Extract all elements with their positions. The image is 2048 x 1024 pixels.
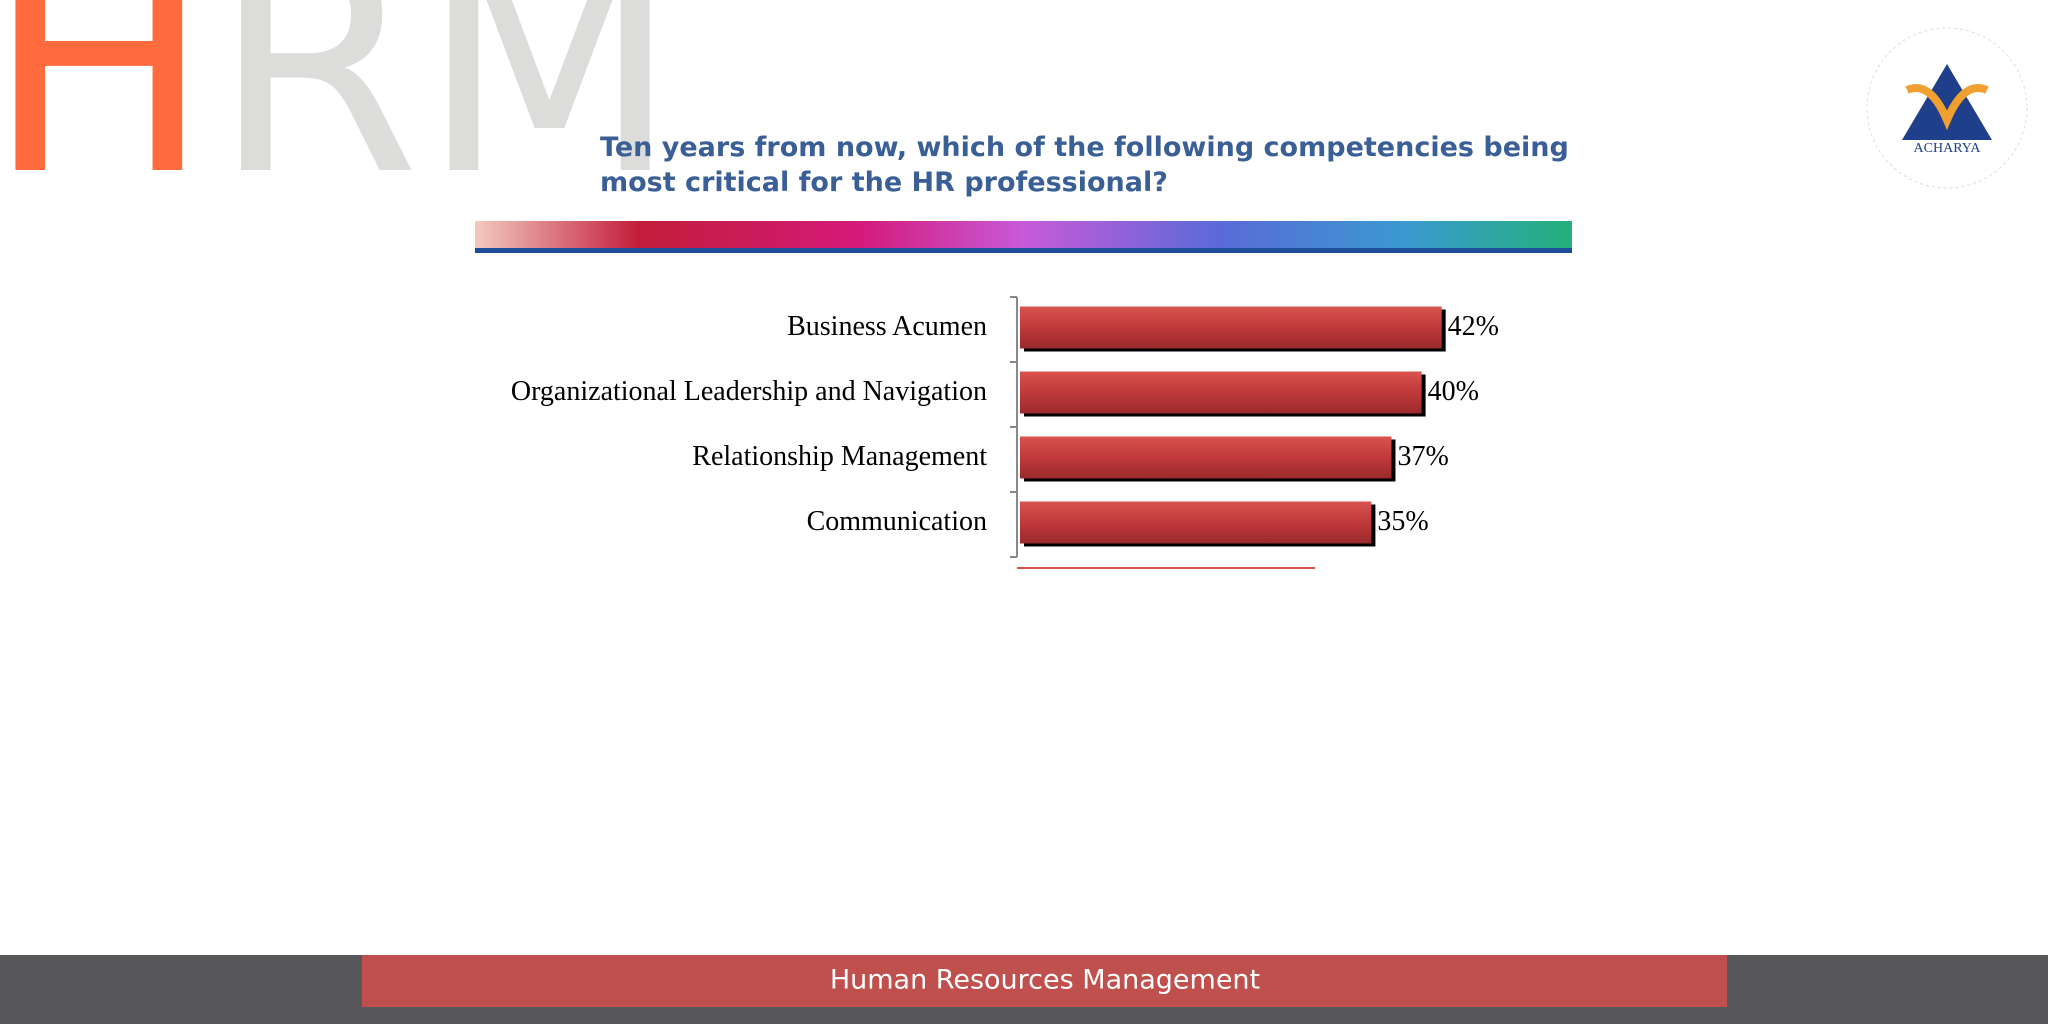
logo-rm: RM — [212, 0, 679, 241]
title-band — [475, 221, 1572, 248]
value-label: 35% — [1377, 506, 1428, 537]
value-label: 37% — [1397, 441, 1448, 472]
category-label: Business Acumen — [787, 311, 987, 342]
category-label: Organizational Leadership and Navigation — [511, 376, 987, 407]
brand-text: ACHARYA — [1914, 141, 1982, 156]
chart: Business Acumen 42% Organizational Leaders… — [511, 296, 1499, 569]
value-label: 40% — [1428, 376, 1479, 407]
hrm-logo: HRM — [0, 0, 679, 241]
category-label: Relationship Management — [692, 441, 987, 472]
footer-box — [362, 955, 1727, 1007]
chart-title: Ten years from now, which of the followi… — [600, 132, 1569, 198]
category-label: Communication — [807, 506, 987, 537]
footer-text: Human Resources Management — [830, 965, 1260, 996]
brand-triangle — [1902, 64, 1992, 140]
logo-h: H — [0, 0, 212, 241]
bar — [1020, 436, 1392, 479]
bar — [1020, 371, 1422, 414]
bar — [1020, 306, 1442, 349]
bar — [1020, 501, 1372, 544]
value-label: 42% — [1448, 311, 1499, 342]
title-rule — [475, 248, 1572, 253]
brand-swoosh — [1905, 84, 1989, 131]
